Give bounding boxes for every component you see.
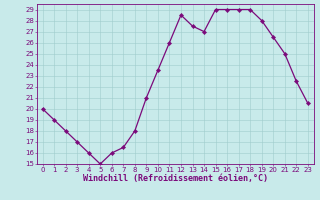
X-axis label: Windchill (Refroidissement éolien,°C): Windchill (Refroidissement éolien,°C) [83, 174, 268, 183]
